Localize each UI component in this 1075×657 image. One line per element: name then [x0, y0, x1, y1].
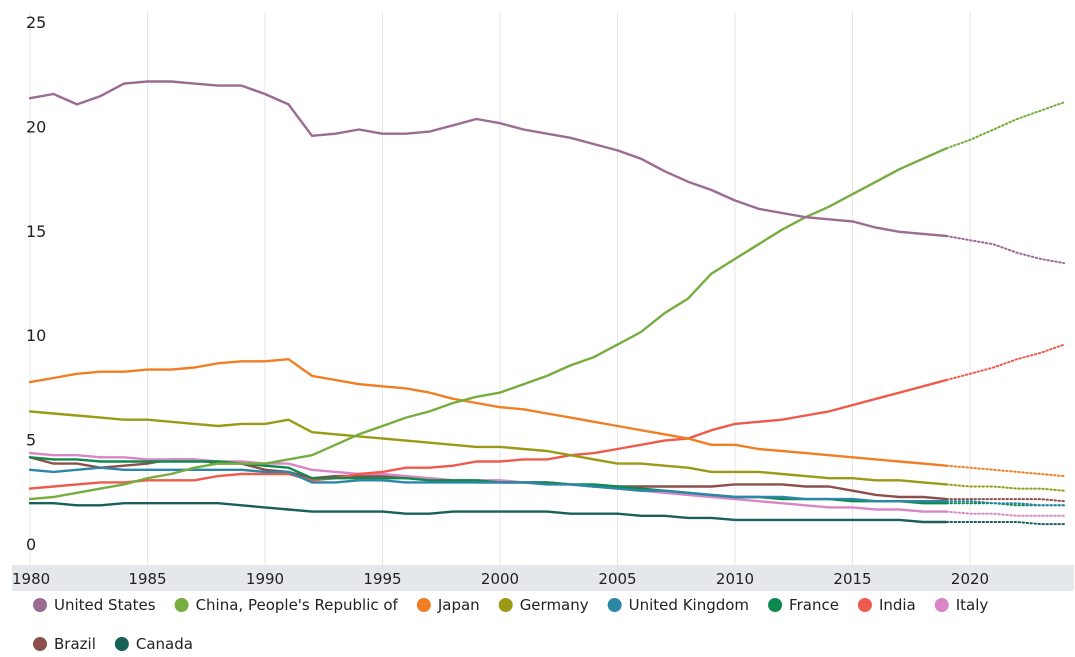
- legend-item-china-people-s-republic-of[interactable]: China, People's Republic of: [174, 596, 399, 614]
- series-line-forecast-united-kingdom: [945, 500, 1065, 507]
- legend-marker-canada: [114, 637, 129, 651]
- legend-item-france[interactable]: France: [768, 596, 839, 614]
- series-line-japan: [28, 358, 948, 467]
- y-tick-label-15: 15: [26, 222, 46, 241]
- legend-label-united-kingdom: United Kingdom: [629, 596, 749, 614]
- legend-item-united-states[interactable]: United States: [33, 596, 156, 614]
- legend-label-china-people-s-republic-of: China, People's Republic of: [196, 596, 399, 614]
- series-line-forecast-japan: [945, 464, 1065, 478]
- series-line-canada: [28, 502, 948, 524]
- legend-label-united-states: United States: [54, 596, 156, 614]
- series-line-forecast-united-states: [945, 235, 1065, 265]
- legend-item-brazil[interactable]: Brazil: [33, 635, 96, 653]
- legend-marker-brazil: [33, 637, 47, 651]
- legend-marker-italy: [934, 598, 949, 612]
- series-line-china-people-s-republic-of: [28, 147, 948, 501]
- x-tick-label-2015: 2015: [833, 570, 871, 588]
- legend-marker-united-states: [33, 598, 47, 612]
- series-line-united-kingdom: [28, 466, 948, 503]
- series-line-brazil: [28, 456, 948, 501]
- legend-label-italy: Italy: [956, 596, 989, 614]
- y-tick-label-0: 0: [26, 535, 36, 554]
- x-axis-tick-labels: 1980 1985 1990 1995 2000 2005 2010 2015 2020: [12, 570, 989, 588]
- y-tick-label-5: 5: [26, 431, 36, 450]
- legend-label-france: France: [789, 596, 839, 614]
- legend-label-brazil: Brazil: [54, 635, 96, 653]
- x-tick-label-2010: 2010: [716, 570, 754, 588]
- legend-marker-japan: [416, 598, 431, 612]
- series-line-forecast-brazil: [945, 498, 1065, 503]
- legend-item-india[interactable]: India: [857, 596, 916, 614]
- series-line-forecast-italy: [945, 510, 1065, 517]
- legend-marker-india: [857, 598, 872, 612]
- legend-marker-germany: [498, 598, 513, 612]
- x-tick-label-2020: 2020: [951, 570, 989, 588]
- y-tick-label-20: 20: [26, 117, 46, 136]
- legend-item-japan[interactable]: Japan: [416, 596, 480, 614]
- series-line-forecast-canada: [945, 521, 1065, 526]
- series-line-forecast-india: [945, 343, 1065, 381]
- y-tick-label-10: 10: [26, 326, 46, 345]
- legend-label-germany: Germany: [520, 596, 589, 614]
- series-line-united-states: [28, 80, 948, 238]
- x-tick-label-2000: 2000: [481, 570, 519, 588]
- legend-item-canada[interactable]: Canada: [114, 635, 193, 653]
- x-axis-band: [12, 565, 1074, 591]
- x-tick-label-1995: 1995: [363, 570, 401, 588]
- legend-marker-united-kingdom: [607, 598, 622, 612]
- x-tick-label-2005: 2005: [598, 570, 636, 588]
- legend-marker-china-people-s-republic-of: [174, 598, 189, 612]
- vertical-gridlines: [29, 12, 971, 565]
- y-tick-label-25: 25: [26, 13, 46, 32]
- series-line-forecast-germany: [945, 483, 1065, 492]
- series-line-forecast-china-people-s-republic-of: [945, 101, 1065, 150]
- y-axis-tick-labels: 0 5 10 15 20 25: [26, 13, 46, 554]
- legend-label-india: India: [879, 596, 916, 614]
- series-lines: [28, 80, 1065, 526]
- legend-label-canada: Canada: [136, 635, 193, 653]
- series-line-india: [28, 378, 948, 490]
- x-tick-label-1980: 1980: [12, 570, 50, 588]
- legend-marker-france: [768, 598, 783, 612]
- legend-item-italy[interactable]: Italy: [934, 596, 989, 614]
- legend-label-japan: Japan: [437, 596, 480, 614]
- legend-item-united-kingdom[interactable]: United Kingdom: [607, 596, 749, 614]
- x-tick-label-1990: 1990: [246, 570, 284, 588]
- legend-item-germany[interactable]: Germany: [498, 596, 589, 614]
- legend: United States China, People's Republic of…: [33, 596, 988, 653]
- x-tick-label-1985: 1985: [128, 570, 166, 588]
- series-line-germany: [28, 410, 948, 486]
